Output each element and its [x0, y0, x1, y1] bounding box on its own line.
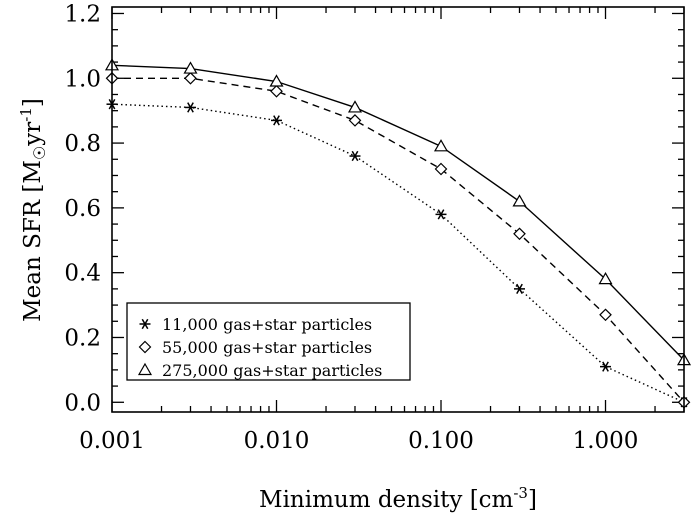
asterisk-marker — [435, 209, 447, 220]
y-tick-label: 0.0 — [64, 390, 101, 416]
y-axis-title-main: Mean SFR [M — [20, 160, 46, 322]
y-axis-title-unit: yr — [20, 122, 46, 147]
y-tick-label: 1.0 — [64, 66, 101, 92]
x-axis-title-main: Minimum density [cm — [259, 487, 514, 513]
x-tick-label: 1.000 — [573, 428, 639, 454]
legend-label: 11,000 gas+star particles — [162, 315, 372, 334]
legend-items: 11,000 gas+star particles 55,000 gas+star… — [137, 315, 382, 380]
triangle-marker — [347, 100, 363, 113]
asterisk-stroke — [141, 318, 149, 330]
asterisk-stroke — [273, 115, 280, 126]
asterisk-stroke — [602, 361, 609, 372]
diamond-marker — [599, 308, 612, 322]
diamond-marker — [434, 162, 448, 176]
diamond-marker — [513, 227, 526, 241]
diamond-marker — [184, 71, 197, 85]
x-axis-title: Minimum density [cm-3] — [259, 484, 537, 513]
y-tick-label: 0.4 — [64, 261, 101, 287]
asterisk-marker — [513, 283, 525, 295]
asterisk-marker — [600, 361, 612, 372]
x-axis-title-exponent: -3 — [513, 484, 528, 502]
asterisk-stroke — [516, 283, 523, 295]
diamond-marker — [270, 84, 283, 98]
y-tick-label: 0.8 — [64, 131, 101, 157]
legend-box — [126, 302, 411, 381]
asterisk-marker — [139, 318, 151, 330]
tick-labels: 0.001 0.010 0.100 1.000 0.0 0.2 0.4 0.6 0.8 1.0 1.… — [64, 1, 638, 454]
asterisk-stroke — [187, 102, 194, 113]
series-lines — [111, 64, 685, 403]
triangle-marker — [183, 61, 198, 74]
series-line — [111, 64, 685, 361]
legend: 11,000 gas+star particles 55,000 gas+star… — [126, 302, 411, 381]
y-axis-title: Mean SFR [M☉yr-1] — [17, 98, 49, 322]
asterisk-marker — [349, 150, 361, 162]
legend-label: 55,000 gas+star particles — [162, 338, 372, 357]
y-axis-title-exponent: -1 — [17, 107, 35, 122]
asterisk-marker — [271, 115, 283, 126]
y-tick-label: 1.2 — [64, 1, 101, 27]
asterisk-marker — [184, 102, 196, 113]
sun-symbol: ☉ — [30, 146, 49, 160]
plot-frame — [111, 6, 685, 413]
triangle-marker — [512, 194, 527, 207]
diamond-marker — [348, 114, 362, 127]
y-tick-label: 0.2 — [64, 325, 101, 351]
triangle-marker — [137, 362, 153, 376]
legend-label: 275,000 gas+star particles — [162, 361, 382, 380]
y-tick-label: 0.6 — [64, 196, 101, 222]
asterisk-stroke — [351, 150, 359, 162]
triangle-marker — [269, 74, 284, 87]
x-axis-title-end: ] — [528, 487, 537, 513]
x-tick-label: 0.010 — [244, 428, 310, 454]
x-tick-label: 0.001 — [79, 428, 145, 454]
y-axis-title-end: ] — [20, 98, 46, 107]
asterisk-stroke — [437, 209, 445, 220]
x-tick-label: 0.100 — [408, 428, 474, 454]
diamond-marker — [138, 340, 152, 354]
triangle-marker — [598, 271, 613, 285]
triangle-marker — [433, 139, 449, 152]
